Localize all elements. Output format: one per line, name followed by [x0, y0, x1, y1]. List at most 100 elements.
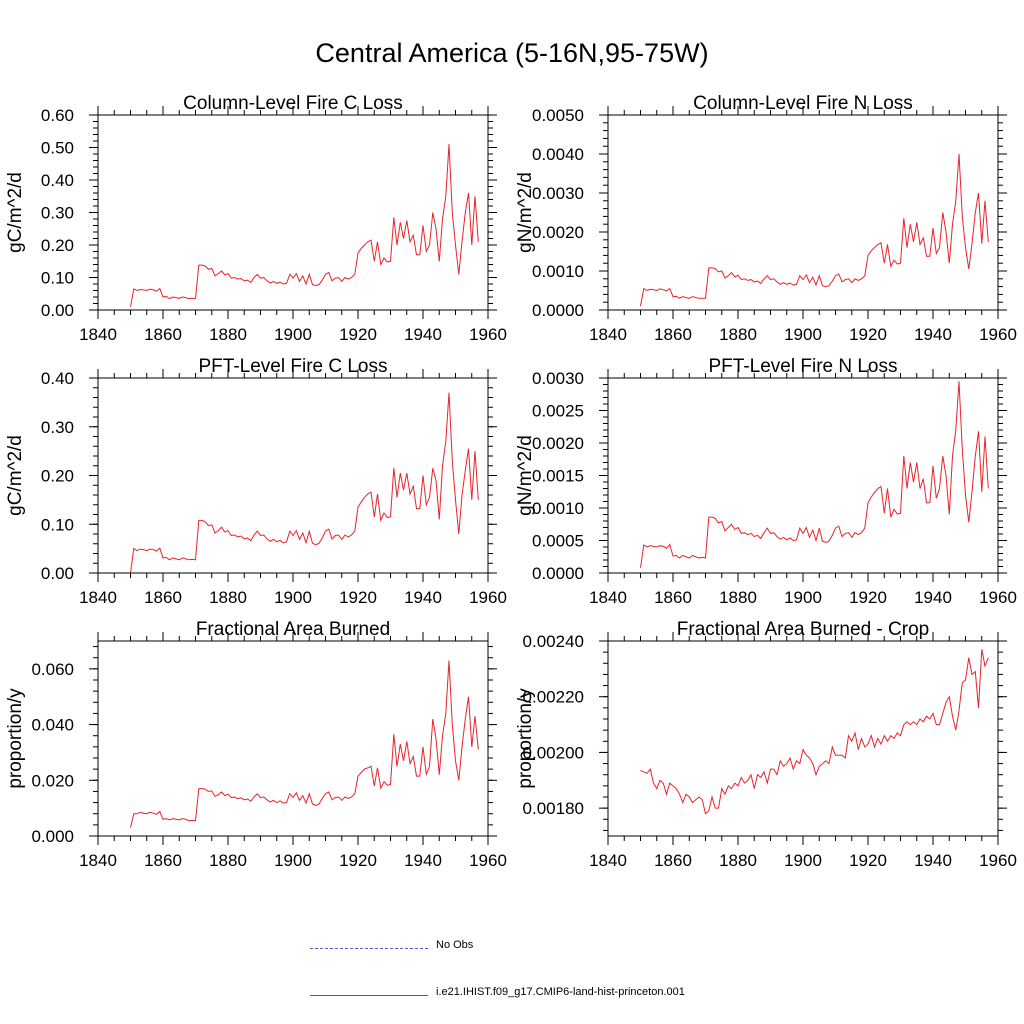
x-tick-label: 1880: [719, 588, 757, 607]
y-tick-label: 0.0000: [532, 564, 584, 583]
plot-frame: [607, 377, 999, 574]
y-axis-label: proportion/y: [515, 688, 536, 789]
series-line: [640, 649, 989, 815]
panel-2: Column-Level Fire N Loss gN/m^2/d 1840 1860…: [515, 93, 1017, 344]
plot-frame: [607, 640, 999, 837]
y-tick-label: 0.30: [41, 204, 74, 223]
x-tick-label: 1940: [404, 325, 442, 344]
series-line: [130, 660, 479, 828]
x-tick-label: 1900: [274, 325, 312, 344]
x-tick-label: 1860: [654, 588, 692, 607]
x-tick-label: 1940: [914, 325, 952, 344]
y-tick-label: 0.060: [31, 660, 74, 679]
y-tick-label: 0.00: [41, 564, 74, 583]
x-tick-label: 1880: [209, 325, 247, 344]
series-line: [130, 144, 479, 307]
legend-model-line: [310, 995, 428, 996]
y-tick-label: 0.30: [41, 418, 74, 437]
x-tick-label: 1920: [339, 588, 377, 607]
plot-frame: [607, 114, 999, 311]
y-tick-label: 0.0005: [532, 532, 584, 551]
y-tick-label: 0.0030: [532, 184, 584, 203]
panel-title: Fractional Area Burned - Crop: [677, 619, 929, 640]
x-tick-label: 1840: [79, 588, 117, 607]
y-tick-label: 0.000: [31, 827, 74, 846]
y-tick-label: 0.0025: [532, 402, 584, 421]
plot-frame: [97, 114, 489, 311]
x-tick-label: 1880: [719, 325, 757, 344]
x-tick-label: 1880: [719, 851, 757, 870]
x-tick-label: 1940: [914, 588, 952, 607]
y-tick-label: 0.40: [41, 171, 74, 190]
x-tick-label: 1900: [274, 851, 312, 870]
panel-title: PFT-Level Fire N Loss: [709, 356, 898, 377]
y-tick-label: 0.10: [41, 269, 74, 288]
plot-frame: [97, 377, 489, 574]
y-tick-label: 0.00220: [523, 688, 584, 707]
x-tick-label: 1920: [849, 851, 887, 870]
x-tick-label: 1960: [469, 325, 507, 344]
x-tick-label: 1900: [274, 588, 312, 607]
x-tick-label: 1940: [404, 588, 442, 607]
panel-6: Fractional Area Burned - Crop proportion/…: [515, 619, 1017, 870]
panel-1: Column-Level Fire C Loss gC/m^2/d 1840 1860…: [5, 93, 507, 344]
x-tick-label: 1960: [979, 851, 1017, 870]
y-tick-label: 0.0050: [532, 106, 584, 125]
x-tick-label: 1900: [784, 588, 822, 607]
x-tick-label: 1860: [654, 851, 692, 870]
y-tick-label: 0.0010: [532, 262, 584, 281]
x-tick-label: 1840: [79, 325, 117, 344]
x-tick-label: 1860: [654, 325, 692, 344]
x-tick-label: 1900: [784, 851, 822, 870]
y-tick-label: 0.20: [41, 467, 74, 486]
y-axis-label: proportion/y: [5, 688, 26, 789]
x-tick-label: 1840: [589, 325, 627, 344]
legend-obs: No Obs: [310, 939, 1010, 959]
y-tick-label: 0.10: [41, 515, 74, 534]
x-tick-label: 1860: [144, 325, 182, 344]
y-tick-label: 0.00180: [523, 799, 584, 818]
legend-model-label: i.e21.IHIST.f09_g17.CMIP6-land-hist-prin…: [436, 986, 685, 998]
x-tick-label: 1880: [209, 851, 247, 870]
y-tick-label: 0.0040: [532, 145, 584, 164]
panel-title: Column-Level Fire N Loss: [693, 93, 913, 114]
x-tick-label: 1960: [469, 588, 507, 607]
y-tick-label: 0.60: [41, 106, 74, 125]
y-tick-label: 0.50: [41, 139, 74, 158]
x-tick-label: 1900: [784, 325, 822, 344]
y-tick-label: 0.040: [31, 716, 74, 735]
y-tick-label: 0.0000: [532, 301, 584, 320]
y-tick-label: 0.20: [41, 236, 74, 255]
x-tick-label: 1860: [144, 851, 182, 870]
x-tick-label: 1960: [979, 325, 1017, 344]
x-tick-label: 1920: [849, 325, 887, 344]
y-tick-label: 0.0015: [532, 467, 584, 486]
y-axis-label: gC/m^2/d: [5, 172, 26, 253]
panel-3: PFT-Level Fire C Loss gC/m^2/d 1840 1860 188…: [5, 356, 507, 607]
series-line: [130, 392, 479, 574]
x-tick-label: 1840: [589, 588, 627, 607]
x-tick-label: 1920: [339, 851, 377, 870]
y-tick-label: 0.0030: [532, 369, 584, 388]
y-axis-label: gC/m^2/d: [5, 435, 26, 516]
panel-title: Fractional Area Burned: [196, 619, 390, 640]
panel-title: Column-Level Fire C Loss: [183, 93, 403, 114]
y-tick-label: 0.00200: [523, 743, 584, 762]
legend-obs-line: [310, 948, 428, 949]
x-tick-label: 1880: [209, 588, 247, 607]
x-tick-label: 1920: [339, 325, 377, 344]
x-tick-label: 1940: [914, 851, 952, 870]
legend-model: i.e21.IHIST.f09_g17.CMIP6-land-hist-prin…: [310, 986, 1010, 1006]
panel-5: Fractional Area Burned proportion/y 1840 18…: [5, 619, 507, 870]
y-tick-label: 0.00240: [523, 632, 584, 651]
y-tick-label: 0.40: [41, 369, 74, 388]
panel-title: PFT-Level Fire C Loss: [199, 356, 388, 377]
legend-obs-label: No Obs: [436, 939, 474, 951]
y-tick-label: 0.0020: [532, 434, 584, 453]
y-tick-label: 0.020: [31, 771, 74, 790]
y-tick-label: 0.00: [41, 301, 74, 320]
y-axis-label: gN/m^2/d: [515, 172, 536, 253]
figure-title: Central America (5-16N,95-75W): [315, 38, 709, 68]
x-tick-label: 1860: [144, 588, 182, 607]
